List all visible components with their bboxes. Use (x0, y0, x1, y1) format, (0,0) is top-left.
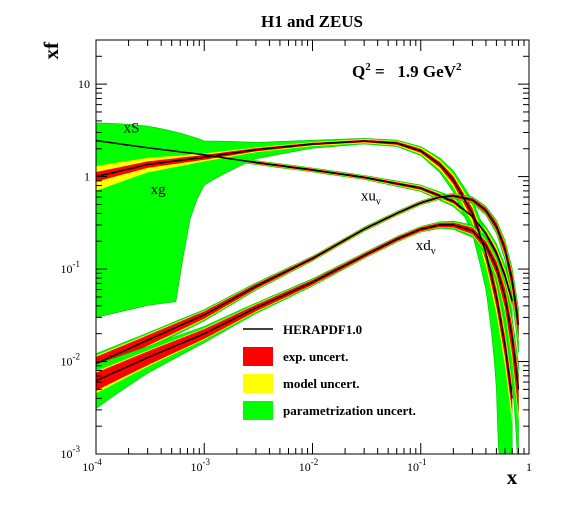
band-param-xdv (96, 220, 519, 454)
chart-title: H1 and ZEUS (261, 12, 363, 31)
legend-entry-exp: exp. uncert. (243, 347, 348, 366)
y-tick-exponent: -2 (73, 352, 81, 362)
q2-unit-exponent: 2 (456, 61, 462, 73)
band-param-xg (96, 122, 513, 454)
legend-label-central: HERAPDF1.0 (283, 322, 362, 337)
y-tick-base: 10 (61, 447, 73, 461)
y-tick-base: 10 (78, 77, 90, 91)
x-tick-exponent: -2 (311, 457, 319, 467)
legend-entry-model: model uncert. (243, 374, 360, 393)
x-tick-base: 10 (299, 460, 311, 474)
curve-xg (96, 140, 513, 399)
x-tick-base: 10 (407, 460, 419, 474)
y-tick-label: 10-1 (61, 259, 81, 276)
series-label-xuv: xuv (361, 189, 381, 208)
legend-swatch-model (243, 374, 273, 393)
x-tick-label: 10-4 (82, 457, 102, 474)
legend-label-exp: exp. uncert. (283, 349, 348, 364)
legend: HERAPDF1.0 exp. uncert. model uncert. param… (243, 322, 416, 420)
x-tick-exponent: -1 (419, 457, 427, 467)
legend-swatch-param (243, 401, 273, 420)
legend-entry-param: parametrization uncert. (243, 401, 416, 420)
series-label-xS: xS (124, 120, 140, 136)
x-tick-label: 10-3 (191, 457, 211, 474)
x-tick-base: 1 (526, 460, 532, 474)
y-tick-exponent: -3 (73, 444, 81, 454)
x-tick-label: 10-1 (407, 457, 427, 474)
series-label-xdv: xdv (416, 238, 436, 257)
band-param-xuv (96, 193, 519, 378)
q2-exponent: 2 (365, 61, 371, 73)
y-axis-label: xf (39, 41, 63, 60)
legend-swatch-exp (243, 347, 273, 366)
x-tick-exponent: -4 (94, 457, 102, 467)
band-group-xdv (96, 220, 519, 454)
series-label-main-xuv: xu (361, 189, 377, 205)
x-tick-base: 10 (82, 460, 94, 474)
legend-label-model: model uncert. (283, 376, 360, 391)
curve-xS (96, 139, 513, 302)
q2-annotation: Q2 = 1.9 GeV2 (352, 61, 462, 81)
band-group-xuv (96, 193, 519, 378)
q2-symbol: Q (352, 62, 365, 81)
x-tick-exponent: -3 (203, 457, 211, 467)
x-tick-base: 10 (191, 460, 203, 474)
series-label-main-xS: xS (124, 120, 140, 136)
y-tick-label: 10-2 (61, 352, 81, 369)
y-tick-base: 1 (84, 170, 90, 184)
series-label-sub-xdv: v (431, 246, 436, 257)
y-tick-exponent: -1 (73, 259, 81, 269)
y-tick-base: 10 (61, 355, 73, 369)
series-label-main-xdv: xd (416, 238, 432, 254)
x-tick-label: 10-2 (299, 457, 319, 474)
curve-xuv (96, 195, 520, 365)
legend-label-param: parametrization uncert. (283, 403, 416, 418)
x-axis-label: x (507, 465, 518, 489)
y-tick-label: 10-3 (61, 444, 81, 461)
curve-xdv (96, 224, 520, 390)
y-tick-label: 1 (84, 170, 90, 184)
series-label-xg: xg (151, 182, 167, 198)
legend-entry-central: HERAPDF1.0 (243, 322, 362, 337)
series-label-main-xg: xg (151, 182, 167, 198)
q2-value: = 1.9 GeV (371, 62, 457, 81)
central-curves (96, 139, 520, 399)
x-tick-label: 1 (526, 460, 532, 474)
series-label-sub-xuv: v (376, 197, 381, 208)
y-tick-label: 10 (78, 77, 90, 91)
y-tick-base: 10 (61, 262, 73, 276)
